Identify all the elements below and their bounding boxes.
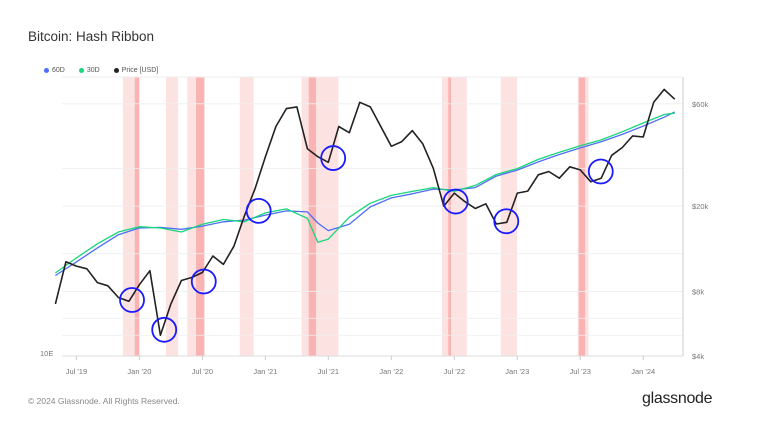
- x-tick-label: Jul '20: [192, 367, 213, 376]
- annotation-circle: [190, 268, 217, 295]
- x-tick-label: Jul '23: [570, 367, 591, 376]
- x-tick-label: Jan '21: [253, 367, 277, 376]
- legend-label: 30D: [86, 67, 100, 74]
- capitulation-band-dark: [578, 77, 586, 356]
- annotation-circle: [493, 208, 520, 235]
- x-tick-label: Jan '23: [505, 367, 529, 376]
- copyright: © 2024 Glassnode. All Rights Reserved.: [28, 396, 180, 406]
- x-tick-label: Jul '22: [444, 367, 465, 376]
- glassnode-logo: glassnode: [642, 390, 713, 407]
- legend-dot-icon: [78, 67, 84, 73]
- capitulation-band: [165, 77, 179, 356]
- annotation-circle: [119, 287, 145, 313]
- x-tick-label: Jan '22: [379, 367, 403, 376]
- legend-item-30d[interactable]: 30D: [78, 67, 100, 74]
- legend-item-60d[interactable]: 60D: [44, 67, 65, 74]
- capitulation-band-dark: [448, 77, 452, 356]
- x-tick-label: Jan '24: [631, 367, 655, 376]
- capitulation-band-dark: [134, 77, 140, 356]
- capitulation-band: [441, 77, 467, 356]
- capitulation-band: [239, 77, 254, 356]
- chart-title: Bitcoin: Hash Ribbon: [28, 29, 155, 44]
- legend-dot-icon: [113, 67, 119, 73]
- legend-dot-icon: [44, 67, 49, 73]
- x-tick-label: Jul '19: [66, 367, 87, 376]
- series-line-30d: [55, 112, 675, 274]
- legend-label: 60D: [52, 67, 65, 74]
- annotation-circle: [245, 197, 272, 224]
- capitulation-band-dark: [196, 77, 205, 356]
- series-line-price: [54, 88, 676, 336]
- price-tick-label: $20k: [692, 202, 709, 211]
- price-tick-label: $60k: [692, 100, 709, 109]
- x-tick-label: Jul '21: [318, 367, 339, 376]
- legend-label: Price [USD]: [121, 67, 159, 74]
- annotation-circle: [320, 145, 347, 171]
- x-tick-label: Jan '20: [127, 367, 151, 376]
- legend: 60D 30D Price [USD]: [44, 67, 158, 74]
- hash-tick-label: 10E: [40, 349, 53, 358]
- annotation-circle: [587, 158, 614, 185]
- annotation-circle: [151, 316, 178, 343]
- capitulation-band: [301, 77, 339, 356]
- legend-item-price[interactable]: Price [USD]: [113, 67, 159, 74]
- series-line-60d: [55, 111, 675, 277]
- price-tick-label: $8k: [692, 287, 704, 296]
- annotation-circle: [442, 188, 469, 215]
- price-tick-label: $4k: [692, 352, 704, 361]
